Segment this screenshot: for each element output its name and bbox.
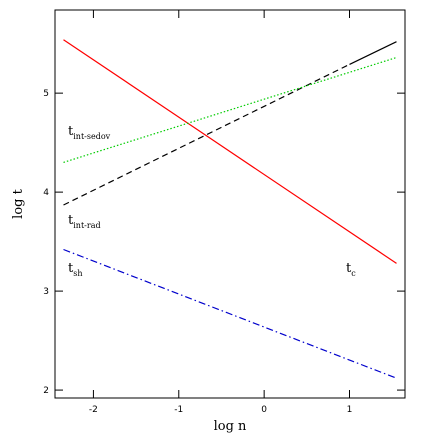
plot-frame (54, 9, 406, 399)
x-axis-label: log n (214, 419, 247, 434)
annotation-main: t (68, 124, 74, 139)
y-tick-label: 2 (43, 386, 49, 396)
annotation-main: t (346, 261, 352, 276)
y-tick-label: 4 (43, 188, 49, 198)
annotation-sub: sh (73, 269, 82, 278)
annotation: tsh (68, 261, 83, 278)
annotation-sub: int-rad (73, 221, 100, 230)
series-line (63, 39, 397, 264)
annotation: tint-rad (68, 213, 101, 230)
annotation-sub: int-sedov (73, 132, 110, 141)
annotation: tc (346, 261, 356, 278)
annotation: tint-sedov (68, 124, 111, 141)
x-tick-label: -1 (174, 405, 183, 415)
annotation-sub: c (351, 269, 356, 278)
series-line (63, 248, 397, 379)
x-tick-label: 1 (347, 405, 353, 415)
series-line (63, 56, 397, 163)
x-tick-label: -2 (89, 405, 98, 415)
y-tick-label: 3 (43, 287, 49, 297)
y-axis-label: log t (11, 188, 26, 218)
annotation-main: t (68, 261, 74, 276)
x-tick-label: 0 (261, 405, 267, 415)
y-tick-label: 5 (43, 89, 49, 99)
annotation-main: t (68, 213, 74, 228)
series-line (349, 41, 397, 65)
